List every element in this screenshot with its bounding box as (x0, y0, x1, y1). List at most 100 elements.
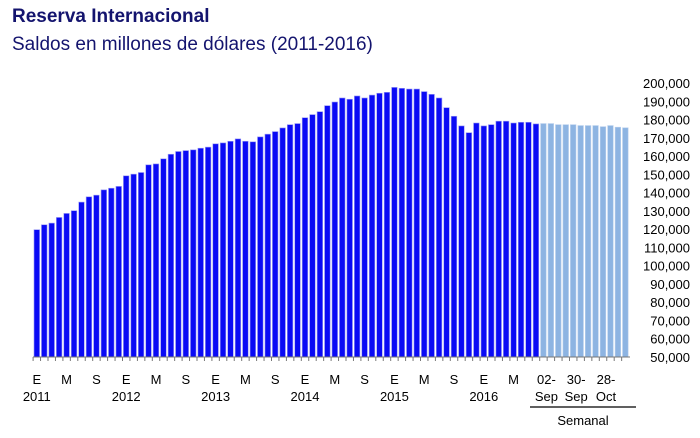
bar-monthly (63, 213, 70, 358)
x-tick-label-year: 2011 (23, 389, 51, 404)
bar-weekly (555, 124, 562, 358)
y-tick-label: 70,000 (650, 313, 690, 328)
x-tick-label-month: M (61, 372, 72, 387)
bar-monthly (182, 150, 189, 358)
bar-monthly (421, 91, 428, 358)
bar-weekly (570, 124, 577, 358)
bar-monthly (108, 187, 115, 358)
bar-monthly (301, 117, 309, 358)
bar-monthly (398, 87, 405, 358)
bar-monthly (160, 158, 167, 358)
y-tick-label: 90,000 (650, 277, 690, 292)
bar-weekly (592, 125, 599, 358)
bar-weekly (584, 125, 592, 358)
bar-monthly (249, 141, 256, 358)
bar-monthly (257, 136, 264, 358)
bar-monthly (413, 88, 420, 358)
x-tick-label-month: S (92, 372, 101, 387)
bar-monthly (532, 123, 540, 358)
x-tick-label-month: M (419, 372, 430, 387)
bar-monthly (510, 122, 517, 358)
bar-monthly (56, 217, 63, 358)
y-tick-label: 150,000 (643, 167, 690, 182)
x-tick-label-week-day: 30- (567, 372, 586, 387)
bar-monthly (503, 120, 510, 358)
x-tick-label-month: E (122, 372, 131, 387)
bar-monthly (93, 194, 100, 358)
bar-monthly (406, 88, 413, 358)
bar-monthly (123, 175, 130, 358)
x-tick-label-week-month: Oct (596, 389, 617, 404)
y-tick-label: 200,000 (643, 76, 690, 91)
bar-weekly (547, 123, 554, 358)
bar-monthly (361, 97, 368, 358)
bar-monthly (339, 97, 346, 358)
bar-monthly (428, 94, 435, 358)
bar-monthly (227, 140, 234, 358)
bar-weekly (607, 125, 614, 358)
bar-monthly (48, 222, 55, 358)
bar-monthly (138, 172, 145, 358)
bar-monthly (205, 146, 212, 358)
x-tick-label-year: 2015 (380, 389, 409, 404)
bar-monthly (190, 149, 197, 358)
bar-weekly (599, 126, 607, 358)
x-tick-label-month: E (211, 372, 220, 387)
bar-monthly (443, 107, 450, 358)
x-tick-label-month: E (301, 372, 310, 387)
bar-monthly (197, 147, 204, 358)
bar-monthly (175, 151, 182, 358)
bar-monthly (346, 98, 353, 358)
bar-monthly (525, 121, 532, 358)
y-tick-label: 170,000 (643, 131, 690, 146)
bar-monthly (242, 140, 249, 358)
bar-monthly (488, 124, 495, 358)
bar-monthly (264, 133, 271, 358)
x-tick-label-month: S (271, 372, 280, 387)
bar-monthly (435, 97, 443, 358)
bar-monthly (473, 122, 480, 358)
x-tick-label-week-month: Sep (565, 389, 588, 404)
bar-monthly (480, 125, 487, 358)
chart-title: Reserva Internacional (12, 6, 210, 27)
y-tick-label: 160,000 (643, 149, 690, 164)
y-tick-label: 180,000 (643, 113, 690, 128)
chart-subtitle: Saldos en millones de dólares (2011-2016… (12, 34, 373, 55)
bar-monthly (450, 115, 458, 358)
bar-monthly (286, 124, 294, 358)
bar-monthly (234, 138, 242, 358)
x-tick-label-month: E (479, 372, 488, 387)
bar-monthly (167, 153, 175, 358)
bar-weekly (622, 127, 629, 358)
bar-monthly (212, 143, 219, 358)
x-tick-label-month: S (450, 372, 459, 387)
bar-monthly (316, 111, 324, 358)
y-tick-label: 120,000 (643, 222, 690, 237)
bar-monthly (279, 127, 286, 358)
bar-weekly (540, 123, 547, 358)
bar-monthly (391, 87, 398, 358)
bar-monthly (115, 186, 122, 358)
bar-monthly (70, 210, 78, 358)
x-tick-label-year: 2013 (201, 389, 230, 404)
bar-monthly (100, 189, 107, 358)
y-tick-label: 100,000 (643, 259, 690, 274)
bar-monthly (465, 132, 473, 358)
x-tick-label-month: M (508, 372, 519, 387)
bar-monthly (324, 105, 331, 358)
x-tick-label-month: E (390, 372, 399, 387)
x-tick-label-year: 2014 (291, 389, 320, 404)
x-tick-label-week-day: 28- (597, 372, 616, 387)
bar-monthly (41, 224, 48, 358)
bar-monthly (383, 92, 391, 358)
bar-monthly (152, 163, 160, 358)
y-tick-label: 60,000 (650, 332, 690, 347)
bar-monthly (376, 92, 383, 358)
y-tick-label: 50,000 (650, 350, 690, 365)
x-tick-label-year: 2016 (469, 389, 498, 404)
bar-monthly (294, 123, 301, 358)
x-tick-label-month: M (329, 372, 340, 387)
x-tick-label-week-month: Sep (535, 389, 558, 404)
bar-monthly (33, 229, 40, 358)
